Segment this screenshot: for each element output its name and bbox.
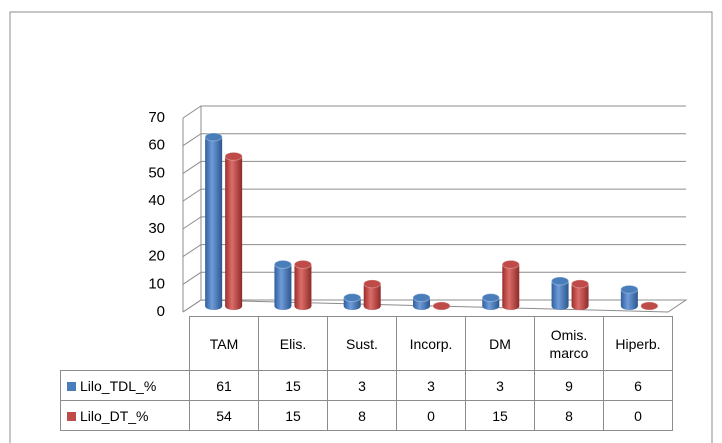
grid-line	[182, 160, 686, 174]
bar	[571, 283, 589, 306]
bar	[620, 289, 638, 306]
y-tick-label: 0	[157, 303, 165, 320]
bar-top	[551, 276, 570, 286]
table-value: 3	[396, 370, 466, 401]
bar-top	[432, 301, 451, 311]
category-label: DM	[465, 316, 535, 371]
table-value: 8	[534, 400, 604, 431]
grid-line	[182, 133, 686, 147]
bar	[502, 264, 520, 306]
bar-top	[640, 301, 659, 311]
table-value: 54	[189, 400, 259, 431]
bar	[482, 297, 500, 306]
category-label: Incorp.	[396, 316, 466, 371]
bar-top	[501, 259, 520, 269]
bar-top	[204, 132, 223, 142]
y-tick-label: 10	[148, 275, 165, 292]
bar-top	[273, 259, 292, 269]
bar	[413, 297, 430, 306]
table-value: 15	[258, 370, 328, 401]
bar	[551, 281, 569, 306]
grid-line	[182, 105, 686, 119]
bar-top	[363, 279, 382, 289]
table-value: 3	[465, 370, 535, 401]
category-label: Sust.	[327, 316, 397, 371]
table-value: 0	[396, 400, 466, 431]
legend-key	[67, 381, 76, 391]
bar	[294, 264, 312, 306]
grid-line	[182, 271, 686, 285]
bar-top	[224, 151, 243, 161]
bar-top	[412, 293, 431, 303]
table-value: 9	[534, 370, 604, 401]
category-label: Hiperb.	[603, 316, 673, 371]
table-header-row: TAM Elis. Sust. Incorp. DM Omis. marco Hiperb.	[61, 316, 673, 371]
bar	[343, 297, 361, 306]
legend-key	[67, 411, 76, 421]
bar	[225, 156, 243, 306]
bar	[274, 264, 292, 306]
back-wall	[182, 106, 688, 313]
legend-cell: Lilo_TDL_%	[60, 370, 190, 401]
table-value: 3	[327, 370, 397, 401]
frame	[9, 11, 713, 443]
table-value: 6	[603, 370, 673, 401]
y-tick-label: 60	[148, 137, 165, 154]
table-value: 15	[258, 400, 328, 431]
table-value: 0	[603, 400, 673, 431]
data-table: TAM Elis. Sust. Incorp. DM Omis. marco Hiperb.…	[60, 316, 673, 431]
category-label: TAM	[189, 316, 259, 371]
bar-top	[293, 259, 312, 269]
table-value: 15	[465, 400, 535, 431]
category-label: Omis. marco	[534, 316, 604, 371]
y-tick-label: 20	[148, 248, 165, 265]
category-label: Elis.	[258, 316, 328, 371]
y-tick-label: 40	[148, 192, 165, 209]
grid-line	[182, 299, 686, 313]
bar	[363, 283, 381, 306]
bar-top	[620, 284, 639, 294]
y-tick-label: 30	[148, 220, 165, 237]
grid-line	[182, 188, 686, 202]
legend-cell: Lilo_DT_%	[60, 400, 190, 431]
bar-top	[571, 279, 590, 289]
bar	[205, 136, 223, 306]
y-tick-label: 50	[148, 164, 165, 181]
grid-line	[182, 244, 686, 257]
grid-line	[182, 216, 686, 230]
table-row: Lilo_DT_% 54 15 8 0 15 8 0	[60, 400, 673, 431]
bar-top	[481, 293, 500, 303]
blank-cell	[61, 317, 190, 371]
legend-label: Lilo_TDL_%	[80, 377, 157, 394]
bar-top	[343, 293, 362, 303]
table-value: 8	[327, 400, 397, 431]
y-tick-label: 70	[148, 109, 165, 126]
legend-label: Lilo_DT_%	[80, 407, 149, 424]
table-row: Lilo_TDL_% 61 15 3 3 3 9 6	[60, 370, 673, 401]
table-value: 61	[189, 370, 259, 401]
